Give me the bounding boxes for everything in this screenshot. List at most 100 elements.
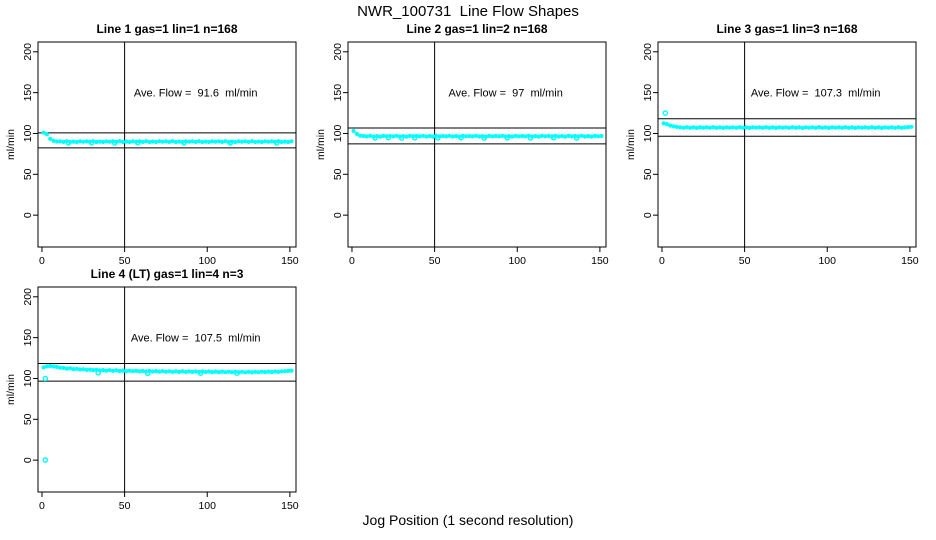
data-point xyxy=(707,125,713,130)
data-point xyxy=(674,124,679,129)
data-point xyxy=(586,134,591,139)
data-point xyxy=(803,125,808,130)
plot-box xyxy=(347,41,607,248)
data-point xyxy=(253,139,258,145)
data-point xyxy=(407,133,412,138)
ave-flow-label: Ave. Flow = 107.3 ml/min xyxy=(751,88,881,100)
data-point xyxy=(354,131,359,136)
panel-4: 0 50 100 150 200 0 50 100 150 ml/min Line 4 (LT) g… xyxy=(5,267,299,512)
data-point xyxy=(351,128,356,134)
data-point xyxy=(510,134,515,139)
data-point xyxy=(721,125,726,130)
data-point xyxy=(543,134,548,139)
data-point xyxy=(579,133,584,138)
data-point xyxy=(266,139,271,144)
data-point xyxy=(170,369,175,374)
data-point xyxy=(256,370,261,375)
ave-flow-label: Ave. Flow = 91.6 ml/min xyxy=(134,88,258,100)
data-point xyxy=(216,139,221,144)
data-point xyxy=(97,139,102,144)
data-point xyxy=(754,125,759,130)
data-point xyxy=(180,369,185,374)
data-point xyxy=(107,368,112,373)
data-point xyxy=(589,134,594,139)
y-tick-label: 150 xyxy=(22,329,34,347)
outlier-point xyxy=(504,134,511,141)
data-point xyxy=(104,139,109,144)
data-point xyxy=(282,369,287,374)
data-point xyxy=(147,368,152,374)
data-point xyxy=(770,125,775,130)
outlier-point xyxy=(42,375,49,382)
data-point xyxy=(203,139,208,144)
data-point xyxy=(813,125,818,130)
data-point xyxy=(173,139,178,145)
data-point xyxy=(213,139,218,144)
data-point xyxy=(243,139,248,144)
data-point xyxy=(430,134,436,139)
data-point xyxy=(91,368,96,373)
data-point xyxy=(210,139,215,144)
data-point xyxy=(220,139,225,144)
data-point xyxy=(711,125,716,130)
data-point xyxy=(167,369,172,374)
data-point xyxy=(592,133,598,138)
outlier-point xyxy=(134,139,141,146)
data-point xyxy=(556,134,561,139)
data-point xyxy=(520,133,525,139)
y-axis-label: ml/min xyxy=(625,129,637,160)
data-point xyxy=(899,125,904,130)
data-point xyxy=(490,134,495,139)
outlier-point xyxy=(88,139,95,146)
outlier-point xyxy=(458,134,464,141)
data-point xyxy=(760,125,765,130)
data-point xyxy=(523,134,528,139)
data-point xyxy=(533,134,538,139)
data-point xyxy=(444,134,449,139)
y-tick-label: 50 xyxy=(332,168,344,180)
data-point xyxy=(74,139,79,145)
data-point xyxy=(563,134,568,139)
data-point xyxy=(137,369,142,374)
data-point xyxy=(276,369,281,374)
outlier-point xyxy=(144,370,151,377)
data-point xyxy=(223,139,228,144)
data-point xyxy=(378,134,383,139)
y-tick-label: 200 xyxy=(22,288,34,306)
data-point xyxy=(157,369,162,374)
data-point xyxy=(289,139,294,144)
y-tick-label: 200 xyxy=(642,43,654,61)
data-point xyxy=(440,133,445,139)
data-point xyxy=(856,125,861,130)
outlier-point xyxy=(527,135,534,141)
y-tick-label: 0 xyxy=(332,212,344,218)
y-axis-label: ml/min xyxy=(5,129,17,160)
data-point xyxy=(213,369,218,374)
y-tick-label: 150 xyxy=(642,84,654,102)
outlier-point xyxy=(42,457,49,463)
outlier-point xyxy=(435,135,441,141)
data-point xyxy=(876,125,881,130)
data-point xyxy=(840,125,845,130)
data-point xyxy=(177,369,182,374)
data-point xyxy=(163,369,168,374)
panel-title: Line 4 (LT) gas=1 lin=4 n=3 xyxy=(91,267,244,281)
data-point xyxy=(243,370,248,375)
plot-box xyxy=(657,41,917,248)
data-point xyxy=(810,125,815,130)
data-point xyxy=(77,367,83,372)
panel-title: Line 1 gas=1 lin=1 n=168 xyxy=(96,22,237,36)
panel-3: 0 50 100 150 200 0 50 100 150 ml/min Line 3 gas=1 … xyxy=(625,22,919,267)
data-point xyxy=(130,369,135,374)
data-point xyxy=(684,125,689,130)
data-point xyxy=(417,134,422,139)
data-point xyxy=(463,134,469,139)
data-point xyxy=(846,125,851,130)
data-point xyxy=(536,134,541,139)
data-point xyxy=(820,125,825,130)
data-point xyxy=(734,125,739,130)
data-point xyxy=(259,139,264,145)
data-point xyxy=(833,125,838,130)
data-point xyxy=(661,121,666,126)
